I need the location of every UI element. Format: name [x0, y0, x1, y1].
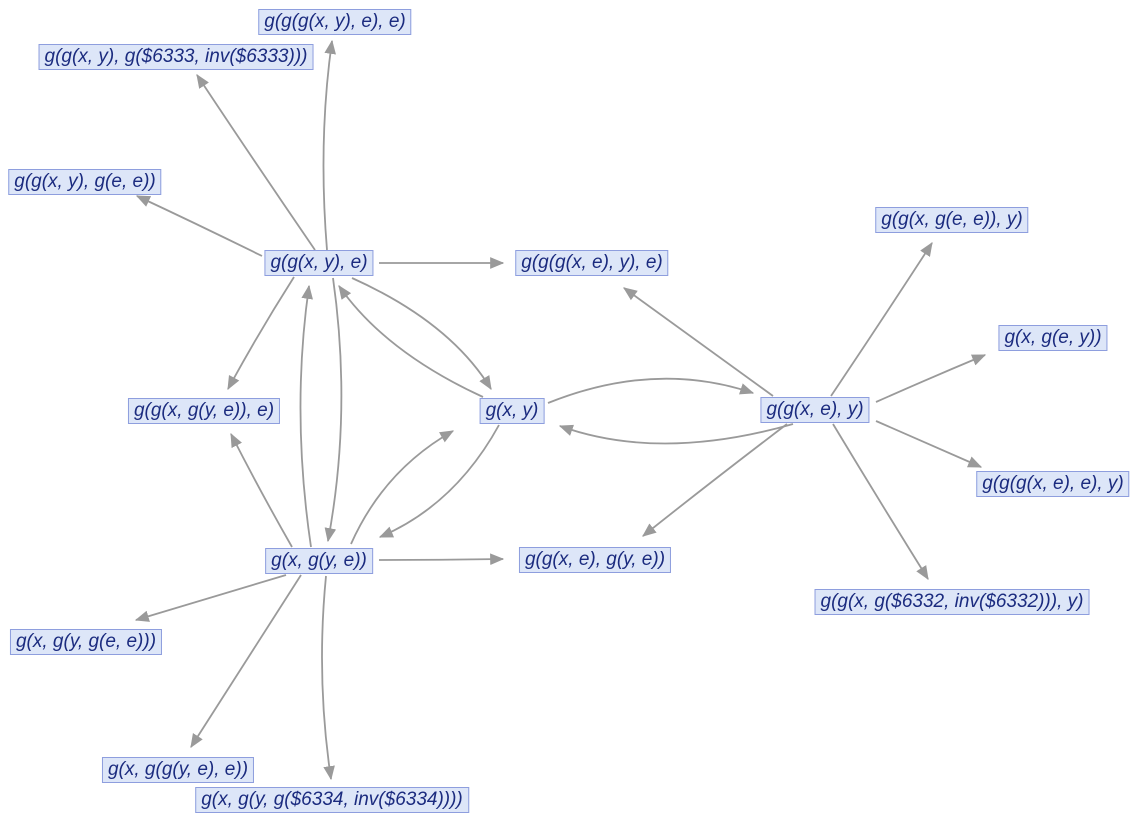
edge-l-to-q	[321, 575, 335, 781]
edge-j-to-n	[832, 423, 929, 580]
graph-node-k: g(g(g(x, e), e), y)	[976, 471, 1130, 497]
graph-node-d: g(g(x, g(e, e)), y)	[875, 207, 1029, 233]
edge-l-to-e	[299, 284, 313, 548]
edge-e-to-a	[322, 39, 336, 251]
graph-node-q: g(x, g(y, g($6334, inv($6334))))	[195, 787, 469, 813]
edge-e-to-b	[196, 74, 316, 251]
graph-node-o: g(x, g(y, g(e, e)))	[9, 629, 163, 655]
edge-j-to-m	[642, 423, 788, 537]
graph-node-j: g(g(x, e), y)	[760, 397, 870, 423]
edge-j-to-g	[875, 354, 987, 403]
graph-node-g: g(x, g(e, y))	[998, 325, 1108, 351]
edge-l-to-i	[350, 430, 455, 545]
edge-j-to-i	[558, 423, 794, 445]
edge-l-to-o	[134, 574, 287, 622]
graph-node-b: g(g(x, y), g($6333, inv($6333)))	[38, 44, 314, 70]
edge-i-to-j	[547, 377, 755, 404]
graph-node-c: g(g(x, y), g(e, e))	[8, 169, 162, 195]
graph-node-f: g(g(g(x, e), y), e)	[515, 250, 669, 276]
graph-node-a: g(g(g(x, y), e), e)	[258, 9, 412, 35]
graph-node-l: g(x, g(y, e))	[265, 548, 373, 574]
edge-l-to-m	[378, 553, 505, 566]
edge-l-to-p	[190, 574, 302, 748]
edge-e-to-i	[351, 277, 492, 390]
edge-j-to-d	[830, 242, 933, 397]
edge-i-to-l	[378, 424, 500, 538]
graph-node-n: g(g(x, g($6332, inv($6332))), y)	[814, 589, 1090, 615]
graph-node-m: g(g(x, e), g(y, e))	[518, 547, 672, 573]
edge-e-to-h	[227, 276, 295, 391]
edge-j-to-k	[875, 420, 983, 468]
edge-i-to-e	[338, 285, 484, 398]
edge-e-to-c	[135, 195, 263, 257]
graph-node-p: g(x, g(g(y, e), e))	[101, 757, 255, 783]
graph-node-e: g(g(x, y), e)	[264, 250, 374, 276]
edge-e-to-l	[324, 277, 343, 543]
graph-node-i: g(x, y)	[479, 398, 545, 424]
edge-l-to-h	[230, 432, 293, 548]
graph-node-h: g(g(x, g(y, e)), e)	[127, 398, 281, 424]
edge-j-to-f	[623, 287, 774, 397]
